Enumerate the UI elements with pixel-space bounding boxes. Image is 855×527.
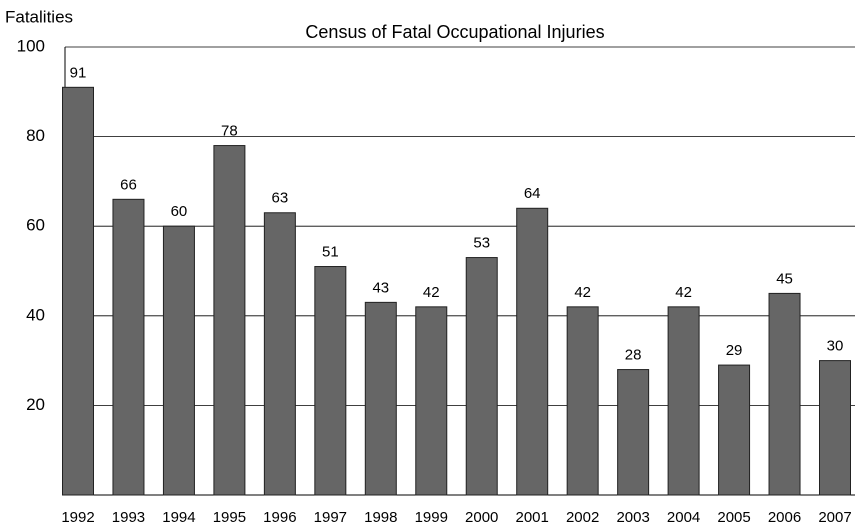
data-label: 42 xyxy=(675,284,692,301)
bar xyxy=(718,364,751,496)
data-label: 45 xyxy=(776,270,793,287)
x-tick-label: 2006 xyxy=(768,509,801,526)
x-tick-label: 2005 xyxy=(717,509,750,526)
bar xyxy=(768,292,801,496)
data-label: 29 xyxy=(726,342,743,359)
x-tick-label: 1996 xyxy=(263,509,296,526)
x-tick-label: 2003 xyxy=(616,509,649,526)
data-label: 42 xyxy=(574,284,591,301)
data-label: 78 xyxy=(221,123,238,140)
x-tick-label: 2002 xyxy=(566,509,599,526)
data-label: 51 xyxy=(322,243,339,260)
bar xyxy=(162,225,195,496)
x-tick-label: 1994 xyxy=(162,509,195,526)
x-tick-label: 1995 xyxy=(213,509,246,526)
x-tick-label: 1993 xyxy=(112,509,145,526)
y-tick-label: 100 xyxy=(17,36,45,55)
bar xyxy=(566,306,599,496)
y-axis-title: Fatalities xyxy=(5,7,73,26)
bar xyxy=(667,306,700,496)
x-tick-label: 1997 xyxy=(314,509,347,526)
data-label: 28 xyxy=(625,347,642,364)
x-tick-label: 1998 xyxy=(364,509,397,526)
bar xyxy=(516,207,549,496)
bar xyxy=(415,306,448,496)
bar xyxy=(314,266,347,496)
y-tick-label: 80 xyxy=(26,126,45,145)
data-label: 91 xyxy=(70,64,87,81)
bar xyxy=(364,301,397,496)
x-tick-label: 1999 xyxy=(415,509,448,526)
bar xyxy=(62,86,94,496)
chart-title: Census of Fatal Occupational Injuries xyxy=(305,22,604,42)
bar xyxy=(263,212,296,496)
bar xyxy=(213,145,246,496)
bar xyxy=(112,198,145,496)
bar xyxy=(819,360,851,496)
data-label: 30 xyxy=(827,338,844,355)
data-label: 63 xyxy=(272,190,289,207)
x-tick-label: 2004 xyxy=(667,509,700,526)
y-tick-label: 60 xyxy=(26,216,45,235)
x-tick-label: 2001 xyxy=(516,509,549,526)
bar xyxy=(465,257,498,496)
y-tick-label: 40 xyxy=(26,305,45,324)
data-label: 53 xyxy=(473,235,490,252)
y-tick-label: 20 xyxy=(26,395,45,414)
data-label: 42 xyxy=(423,284,440,301)
bar xyxy=(617,369,650,496)
data-label: 43 xyxy=(372,279,389,296)
x-tick-label: 1992 xyxy=(61,509,94,526)
x-tick-label: 2000 xyxy=(465,509,498,526)
data-label: 66 xyxy=(120,176,137,193)
x-tick-label: 2007 xyxy=(818,509,851,526)
data-label: 64 xyxy=(524,185,541,202)
data-label: 60 xyxy=(171,203,188,220)
